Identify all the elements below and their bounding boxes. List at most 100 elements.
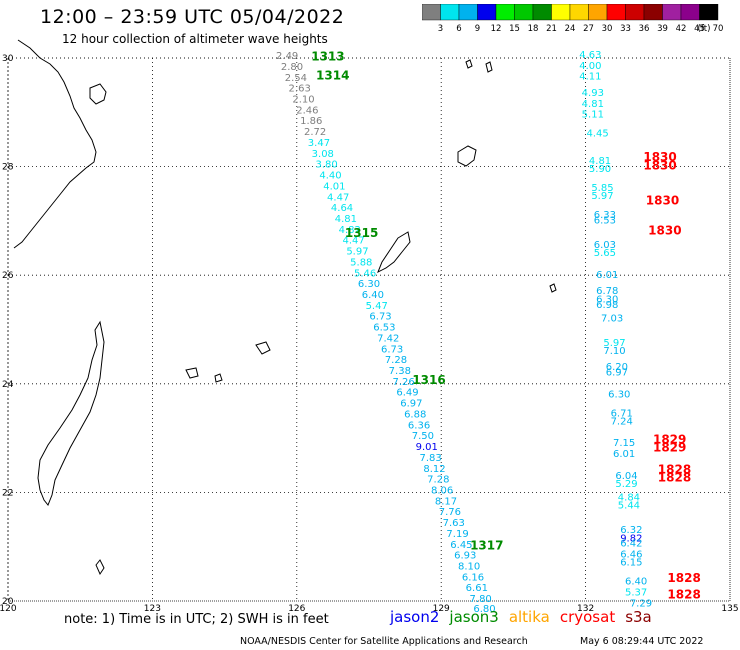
swh-value: 4.84 <box>618 493 640 504</box>
swh-value: 8.06 <box>431 485 453 496</box>
swh-value: 4.45 <box>587 129 609 140</box>
swh-value: 7.38 <box>389 366 411 377</box>
legend-label: 24 <box>565 24 576 34</box>
lon-tick-label: 123 <box>144 604 161 614</box>
footer-note: note: 1) Time is in UTC; 2) SWH is in fe… <box>64 612 329 627</box>
coast-outline <box>457 145 477 167</box>
swh-value: 6.40 <box>625 577 647 588</box>
swh-value: 7.63 <box>443 518 465 529</box>
swh-value: 4.01 <box>323 181 345 192</box>
lat-tick-label: 24 <box>2 380 14 390</box>
swh-value: 6.01 <box>613 449 635 460</box>
swh-value: 7.19 <box>446 529 468 540</box>
swh-value: 5.44 <box>618 501 640 512</box>
mission-cryosat: cryosat <box>559 608 616 626</box>
legend-label: 27 <box>583 24 594 34</box>
swh-value: 5.97 <box>603 338 625 349</box>
swh-value: 9.82 <box>620 533 642 544</box>
lon-tick-label: 132 <box>577 604 594 614</box>
pass-number: 1317 <box>470 538 503 552</box>
coast-outline <box>549 283 557 293</box>
swh-value: 4.81 <box>589 156 611 167</box>
swh-value: 8.12 <box>423 464 445 475</box>
swh-value: 6.30 <box>358 279 380 290</box>
coast-outline <box>377 231 411 274</box>
swh-value: 5.37 <box>625 588 647 599</box>
swh-value: 4.47 <box>342 236 364 247</box>
swh-value: 7.26 <box>393 377 415 388</box>
swh-value: 4.47 <box>327 192 349 203</box>
wave-height-legend: 3 6 9 12 15 18 21 24 27 30 33 36 39 42 45 70(ft) <box>422 4 723 34</box>
legend-swatch <box>699 4 719 21</box>
swh-value: 5.65 <box>594 248 616 259</box>
swh-value: 5.97 <box>591 191 613 202</box>
swh-value: 2.49 <box>276 51 298 62</box>
legend-label: 15 <box>509 24 520 34</box>
legend-label: 3 <box>438 24 443 34</box>
swh-value: 2.63 <box>289 84 311 95</box>
coast-outline <box>13 39 97 249</box>
mission-jason2: jason2 <box>390 608 440 626</box>
legend-label: 30 <box>602 24 613 34</box>
pass-number: 1313 <box>311 50 344 64</box>
legend-label: 18 <box>528 24 539 34</box>
swh-value: 1.86 <box>300 116 322 127</box>
swh-value: 6.03 <box>594 240 616 251</box>
swh-value: 4.82 <box>339 225 361 236</box>
swh-value: 6.20 <box>606 362 628 373</box>
swh-value: 5.88 <box>350 257 372 268</box>
swh-value: 3.47 <box>308 138 330 149</box>
swh-value: 6.15 <box>620 558 642 569</box>
swh-value: 6.40 <box>362 290 384 301</box>
legend-label: 39 <box>657 24 668 34</box>
pass-number: 1830 <box>643 150 676 164</box>
swh-value: 6.97 <box>400 399 422 410</box>
swh-value: 5.29 <box>615 479 637 490</box>
swh-value: 4.63 <box>579 50 601 61</box>
swh-value: 2.72 <box>304 127 326 138</box>
swh-value: 6.73 <box>369 312 391 323</box>
coast-outline <box>465 59 473 69</box>
axis-tick-labels: 120 123 126 129 132 135 30 28 26 24 22 20 <box>0 54 739 614</box>
coast-outline <box>214 373 223 383</box>
pass-number: 1314 <box>316 69 349 83</box>
legend-label: 33 <box>620 24 631 34</box>
legend-label: 6 <box>456 24 461 34</box>
lat-tick-label: 20 <box>2 597 14 607</box>
mission-s3a: s3a <box>625 608 652 626</box>
swh-value: 6.36 <box>408 420 430 431</box>
swh-value: 4.11 <box>579 72 601 83</box>
swh-value: 5.46 <box>354 268 376 279</box>
swh-value: 2.10 <box>292 95 314 106</box>
swh-value: 7.28 <box>385 355 407 366</box>
swh-value: 6.04 <box>615 471 637 482</box>
lat-tick-label: 26 <box>2 271 14 281</box>
lon-tick-label: 129 <box>433 604 450 614</box>
swh-value: 7.80 <box>470 594 492 605</box>
pass-labels: 1313131413151316131718301830183018301829… <box>311 50 701 602</box>
legend-unit: (ft) <box>698 24 711 34</box>
coast-outline <box>255 341 271 355</box>
swh-value: 7.28 <box>427 475 449 486</box>
swh-value: 5.90 <box>589 164 611 175</box>
swh-value: 6.30 <box>608 389 630 400</box>
coast-outline <box>185 367 199 379</box>
coastline <box>13 39 557 576</box>
generated-timestamp: May 6 08:29:44 UTC 2022 <box>580 636 704 647</box>
swh-value: 6.16 <box>462 572 484 583</box>
swh-value: 6.33 <box>594 210 616 221</box>
swh-value: 7.03 <box>601 313 623 324</box>
swh-value: 2.46 <box>296 105 318 116</box>
map-title: 12:00 – 23:59 UTC 05/04/2022 <box>40 6 345 28</box>
swh-value: 6.01 <box>596 270 618 281</box>
swh-value: 6.42 <box>620 539 642 550</box>
swh-value: 7.50 <box>412 431 434 442</box>
lon-tick-label: 120 <box>0 604 17 614</box>
swh-value: 7.83 <box>419 453 441 464</box>
swh-value: 6.88 <box>404 409 426 420</box>
swh-value: 6.46 <box>620 550 642 561</box>
legend-label: 21 <box>546 24 557 34</box>
pass-number: 1830 <box>643 158 676 172</box>
mission-altika: altika <box>508 608 550 626</box>
swh-value: 5.97 <box>346 247 368 258</box>
